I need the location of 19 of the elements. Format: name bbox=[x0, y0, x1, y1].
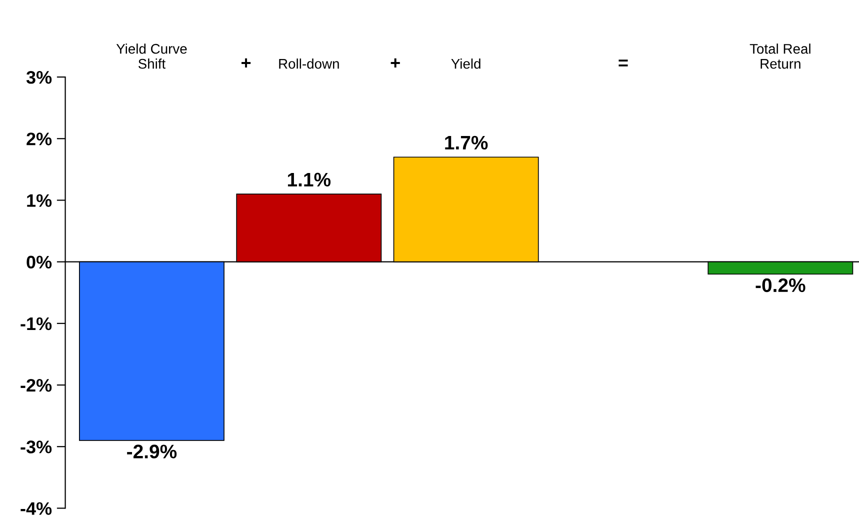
y-tick-label: 0% bbox=[26, 256, 52, 269]
y-tick-label: 1% bbox=[27, 194, 52, 207]
y-tick-label: -4% bbox=[20, 502, 52, 515]
y-tick-label: -3% bbox=[20, 440, 52, 454]
x-tick-label: Yield bbox=[451, 58, 480, 69]
data-label: 1.1% bbox=[288, 172, 331, 186]
text: = bbox=[618, 60, 628, 66]
y-tick-label: -2% bbox=[20, 378, 52, 392]
data-label: -2.9% bbox=[127, 444, 177, 458]
y-tick-label: 2% bbox=[26, 132, 52, 146]
y-tick-label: 3% bbox=[26, 70, 52, 84]
x-tick-label: Yield Curve Shift bbox=[116, 44, 187, 69]
text: + bbox=[390, 58, 400, 68]
x-tick-label: Total Real Return bbox=[750, 44, 810, 69]
x-tick-label: Roll-down bbox=[279, 58, 339, 69]
data-label: -0.2% bbox=[756, 278, 806, 292]
data-label: 1.7% bbox=[445, 136, 488, 150]
text: + bbox=[242, 58, 251, 68]
y-tick-label: -1% bbox=[20, 317, 52, 330]
